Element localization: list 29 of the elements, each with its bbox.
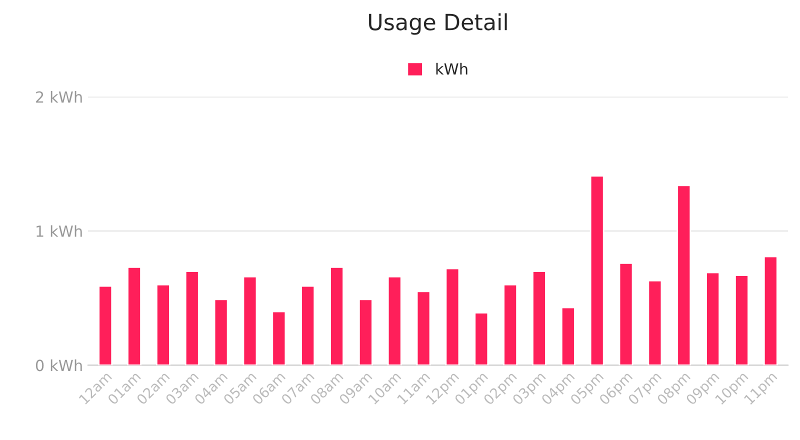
bar <box>532 270 546 366</box>
bar <box>763 256 778 366</box>
bar <box>242 276 258 366</box>
bar <box>127 266 142 366</box>
bar <box>358 298 373 366</box>
bar <box>734 274 749 366</box>
y-tick-label: 2 kWh <box>36 90 82 103</box>
y-tick-label: 1 kWh <box>36 225 82 237</box>
bar <box>156 284 170 366</box>
bar <box>272 310 286 366</box>
bar <box>330 266 344 366</box>
bar <box>648 280 662 366</box>
bar <box>445 268 460 366</box>
bar <box>387 276 402 366</box>
bar <box>300 285 316 366</box>
bar <box>416 290 431 366</box>
bar <box>590 175 604 366</box>
y-tick-label: 0 kWh <box>36 359 82 372</box>
bar <box>676 184 692 366</box>
bar <box>214 298 228 366</box>
bar <box>618 262 634 366</box>
bar <box>474 312 489 366</box>
chart-title: Usage Detail <box>369 13 507 35</box>
bar <box>184 270 200 366</box>
bar <box>98 285 113 366</box>
bar <box>503 284 518 366</box>
bar <box>706 272 720 366</box>
legend-label: kWh <box>436 62 468 75</box>
bar <box>560 306 576 366</box>
